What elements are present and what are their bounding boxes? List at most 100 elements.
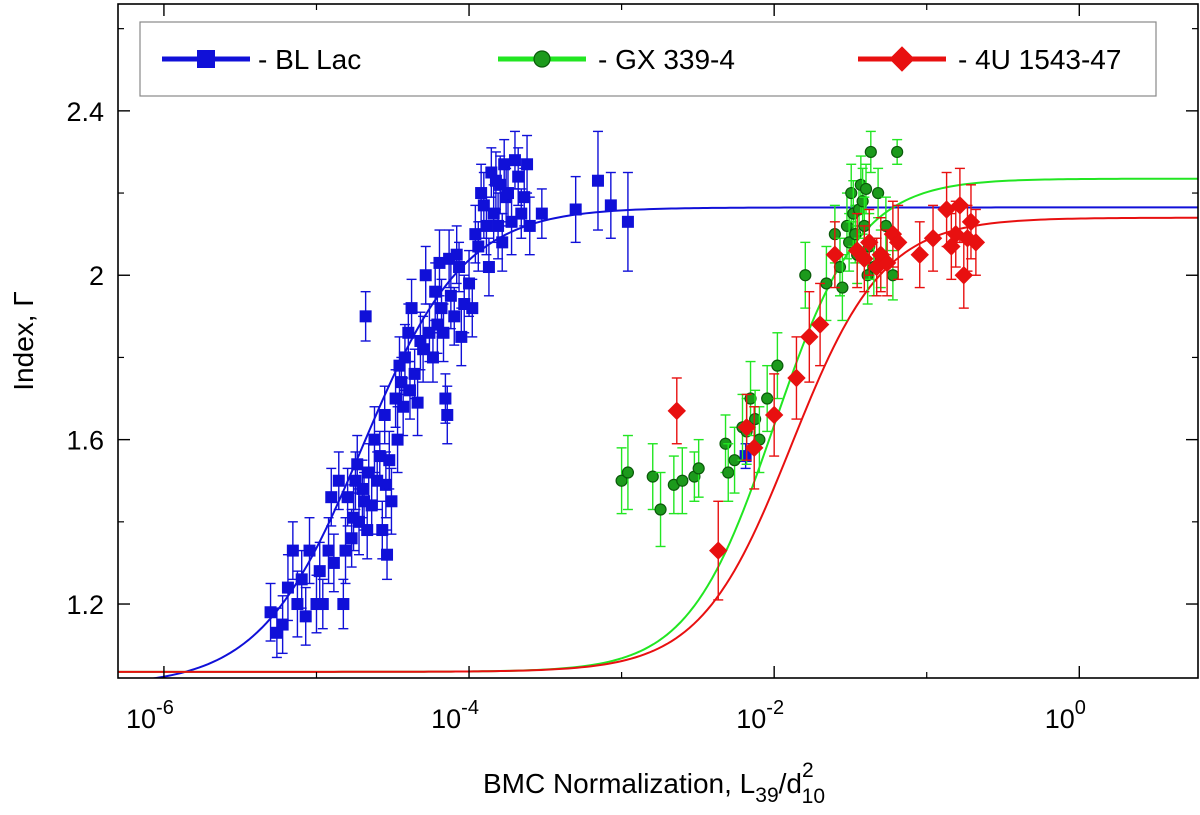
legend-label: - GX 339-4: [598, 44, 735, 75]
data-point: [475, 187, 488, 200]
data-point: [264, 606, 277, 619]
data-point: [864, 145, 877, 159]
data-point: [833, 260, 847, 274]
axis-ticks: [118, 4, 1198, 678]
data-point: [197, 50, 215, 68]
data-point: [303, 544, 316, 557]
data-point: [621, 466, 635, 479]
x-tick-label: 10-6: [126, 697, 174, 734]
data-point: [889, 46, 915, 72]
data-point: [463, 277, 476, 290]
data-point: [859, 182, 873, 196]
data-point: [667, 401, 686, 421]
data-point: [291, 598, 304, 611]
data-point: [398, 351, 411, 364]
data-point: [871, 186, 885, 200]
data-point: [341, 491, 354, 504]
data-point: [745, 438, 764, 458]
data-point: [646, 470, 659, 483]
x-tick-labels: 10-6 10-4 10-2 100: [126, 697, 1086, 734]
data-point: [437, 326, 450, 339]
data-point: [621, 215, 634, 228]
data-point: [327, 556, 340, 569]
data-point: [395, 376, 408, 389]
data-point: [515, 207, 528, 220]
data-point: [325, 491, 338, 504]
data-point: [435, 302, 448, 315]
data-point: [385, 495, 398, 508]
data-point: [281, 581, 294, 594]
series-square: [264, 130, 752, 659]
legend: - BL Lac - GX 339-4 - 4U 1543-47: [139, 21, 1157, 97]
data-point: [408, 367, 421, 380]
data-point: [709, 541, 728, 560]
data-point: [744, 392, 757, 405]
data-point: [521, 158, 534, 171]
data-point: [322, 544, 335, 557]
data-markers: [264, 130, 986, 659]
data-point: [810, 315, 830, 334]
data-point: [910, 245, 929, 264]
data-point: [604, 199, 617, 212]
data-point: [692, 462, 705, 475]
y-tick-label: 2.4: [66, 97, 104, 127]
data-point: [477, 199, 490, 212]
x-tick-label: 100: [1045, 697, 1086, 734]
data-point: [455, 330, 468, 343]
data-point: [496, 236, 509, 249]
data-point: [368, 433, 381, 446]
data-point: [345, 532, 358, 545]
data-point: [337, 598, 350, 611]
fit-curve: [118, 216, 1198, 673]
data-point: [480, 219, 493, 232]
data-point: [359, 310, 372, 323]
data-point: [482, 261, 495, 274]
legend-box: [139, 21, 1157, 97]
data-point: [450, 248, 463, 261]
data-point: [923, 229, 943, 248]
data-point: [349, 474, 362, 487]
data-point: [761, 392, 774, 405]
data-point: [466, 302, 479, 315]
y-tick-labels: 1.2 1.6 2 2.4: [66, 97, 104, 620]
data-point: [523, 219, 536, 232]
x-tick-label: 10-2: [736, 697, 784, 734]
data-point: [276, 618, 289, 631]
data-point: [361, 524, 374, 537]
data-point: [654, 503, 667, 516]
data-point: [444, 289, 457, 302]
x-axis-title: BMC Normalization, L39/d2 10: [483, 759, 825, 808]
data-point: [381, 548, 394, 561]
data-point: [295, 573, 308, 586]
data-point: [391, 433, 404, 446]
data-point: [403, 384, 416, 397]
data-point: [405, 302, 418, 315]
data-point: [569, 203, 582, 216]
data-point: [411, 396, 424, 409]
data-point: [512, 170, 525, 183]
data-point: [378, 408, 391, 421]
y-tick-label: 2: [89, 261, 104, 291]
data-point: [402, 326, 415, 339]
data-point: [469, 228, 482, 241]
data-point: [533, 50, 551, 68]
data-point: [332, 474, 345, 487]
data-point: [845, 186, 858, 200]
data-point: [737, 418, 756, 437]
data-point: [505, 215, 518, 228]
data-point: [591, 174, 604, 187]
data-point: [771, 359, 784, 372]
data-point: [508, 154, 521, 167]
data-point: [966, 233, 986, 252]
data-point: [448, 310, 461, 323]
data-point: [800, 327, 819, 347]
data-point: [888, 233, 908, 252]
data-point: [383, 454, 396, 467]
data-point: [950, 196, 970, 215]
data-point: [439, 392, 452, 405]
data-point: [299, 610, 312, 623]
data-point: [535, 207, 548, 220]
data-point: [676, 474, 689, 487]
data-point: [472, 240, 485, 253]
